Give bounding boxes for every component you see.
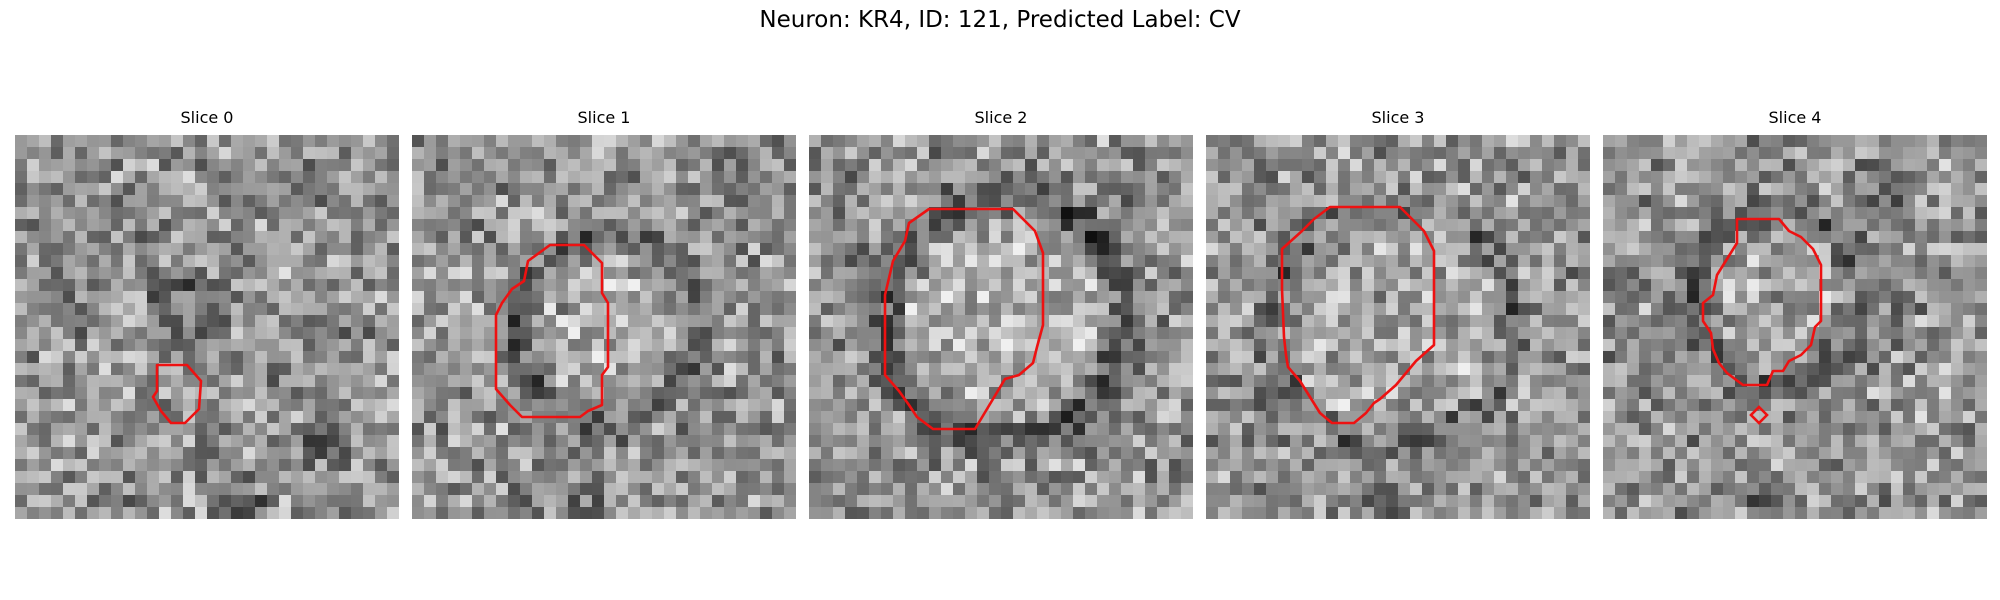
slice-title-3: Slice 3	[1371, 108, 1425, 127]
segmentation-contour-small-4	[1749, 405, 1769, 425]
slice-pixels-3	[1206, 135, 1590, 519]
slice-pixels-1	[412, 135, 796, 519]
slice-pixels-4	[1603, 135, 1987, 519]
figure-title: Neuron: KR4, ID: 121, Predicted Label: C…	[759, 7, 1241, 33]
slice-panel-2: Slice 2	[809, 108, 1193, 519]
slice-panel-4: Slice 4	[1603, 108, 1987, 519]
slice-title-2: Slice 2	[974, 108, 1028, 127]
slice-title-1: Slice 1	[577, 108, 631, 127]
slice-image-0	[15, 135, 399, 519]
slice-panel-1: Slice 1	[412, 108, 796, 519]
slice-pixels-2	[809, 135, 1193, 519]
slice-image-3	[1206, 135, 1590, 519]
slice-image-2	[809, 135, 1193, 519]
slice-panel-0: Slice 0	[15, 108, 399, 519]
segmentation-contour-2	[883, 207, 1045, 431]
segmentation-contour-1	[494, 243, 610, 419]
segmentation-contour-0	[151, 363, 203, 425]
slice-image-1	[412, 135, 796, 519]
slice-title-0: Slice 0	[180, 108, 234, 127]
slice-image-4	[1603, 135, 1987, 519]
segmentation-contour-4	[1701, 217, 1823, 387]
slice-title-4: Slice 4	[1768, 108, 1822, 127]
slice-panel-3: Slice 3	[1206, 108, 1590, 519]
slice-pixels-0	[15, 135, 399, 519]
segmentation-contour-3	[1280, 205, 1436, 425]
